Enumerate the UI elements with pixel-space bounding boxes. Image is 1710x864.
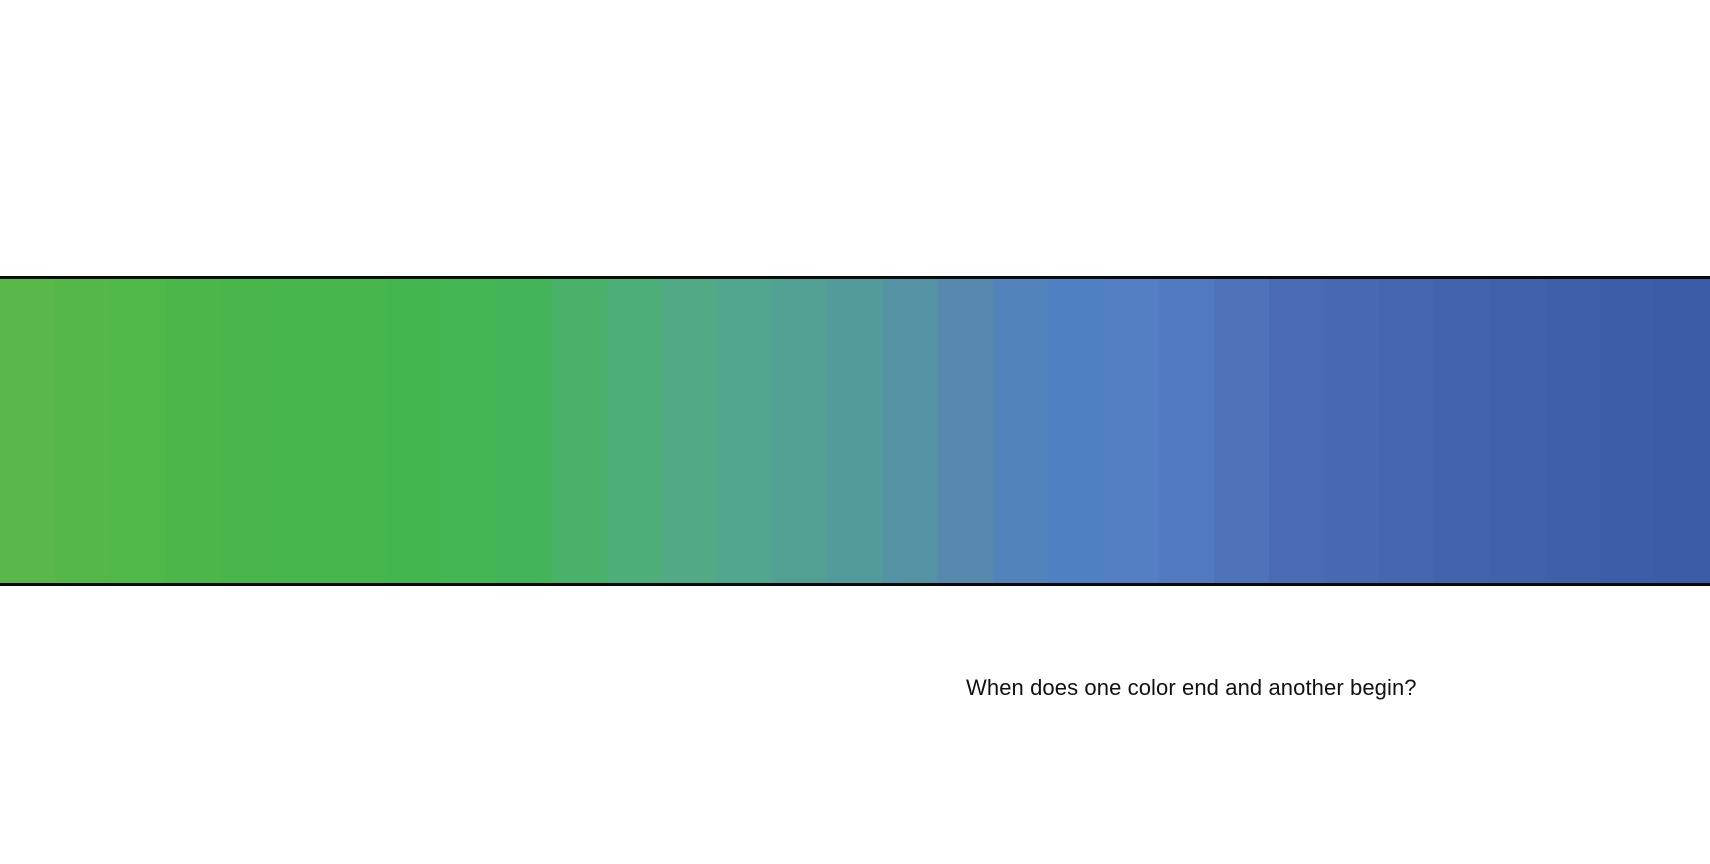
gradient-segment bbox=[772, 279, 829, 583]
gradient-segment bbox=[220, 279, 277, 583]
gradient-segment bbox=[1434, 279, 1491, 583]
gradient-segment bbox=[937, 279, 994, 583]
gradient-segment bbox=[1323, 279, 1381, 583]
gradient-segment bbox=[551, 279, 608, 583]
gradient-segment bbox=[496, 279, 553, 583]
gradient-segment bbox=[0, 279, 57, 583]
gradient-segment bbox=[992, 279, 1050, 583]
gradient-segment bbox=[55, 279, 112, 583]
gradient-segment bbox=[1268, 279, 1325, 583]
gradient-segment bbox=[441, 279, 498, 583]
gradient-segment bbox=[110, 279, 167, 583]
gradient-segment bbox=[1599, 279, 1656, 583]
gradient-segment bbox=[1158, 279, 1215, 583]
gradient-segment bbox=[661, 279, 719, 583]
gradient-segment bbox=[882, 279, 939, 583]
gradient-segment bbox=[275, 279, 332, 583]
gradient-segment bbox=[1103, 279, 1160, 583]
gradient-segment bbox=[1489, 279, 1546, 583]
gradient-segment bbox=[165, 279, 222, 583]
gradient-segment bbox=[606, 279, 663, 583]
color-gradient-band bbox=[0, 276, 1710, 586]
gradient-segment bbox=[1379, 279, 1436, 583]
gradient-segment bbox=[1048, 279, 1105, 583]
gradient-segment bbox=[1544, 279, 1601, 583]
gradient-segment bbox=[827, 279, 884, 583]
gradient-segment bbox=[1654, 279, 1710, 583]
gradient-segment bbox=[717, 279, 774, 583]
gradient-segment bbox=[386, 279, 443, 583]
caption-text: When does one color end and another begi… bbox=[966, 675, 1417, 700]
gradient-segment bbox=[1213, 279, 1270, 583]
gradient-segment bbox=[330, 279, 388, 583]
